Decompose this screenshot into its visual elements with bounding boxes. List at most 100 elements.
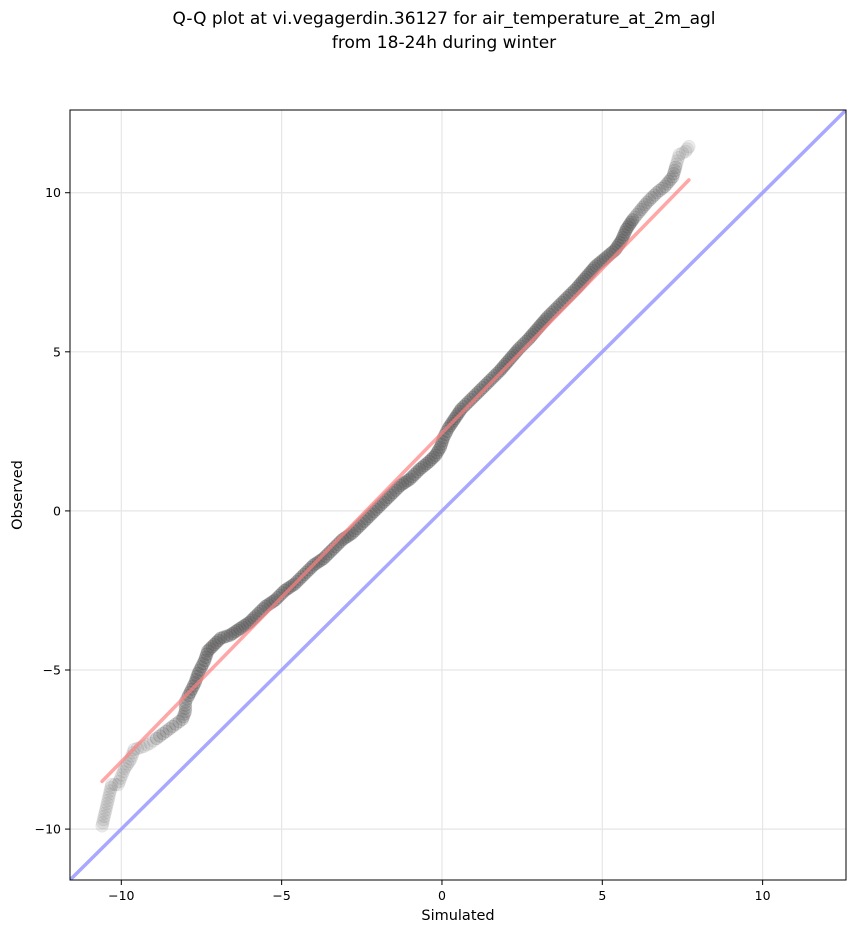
qq-point: [630, 207, 644, 222]
qq-point: [175, 712, 189, 727]
qq-point: [177, 707, 192, 721]
qq-point: [668, 160, 683, 174]
qq-point: [115, 768, 129, 782]
qq-point: [199, 650, 213, 664]
qq-point: [162, 722, 177, 736]
qq-point: [96, 816, 110, 830]
qq-point: [130, 741, 145, 756]
qq-point: [415, 460, 429, 475]
qq-point: [667, 166, 681, 181]
qq-point: [371, 500, 386, 514]
qq-point: [617, 228, 631, 242]
qq-point: [645, 190, 659, 205]
qq-point: [671, 151, 686, 165]
qq-point: [156, 726, 170, 741]
qq-point: [675, 146, 690, 160]
qq-point: [468, 388, 483, 402]
qq-point: [126, 746, 140, 760]
qq-point: [498, 357, 513, 371]
qq-point: [201, 644, 215, 658]
qq-point: [209, 635, 224, 650]
qq-point: [211, 633, 226, 648]
y-axis-label: Observed: [10, 460, 26, 530]
qq-point: [143, 736, 157, 750]
qq-point: [640, 195, 654, 209]
qq-point: [680, 142, 694, 156]
y-tick-label: 5: [53, 344, 61, 359]
qq-point: [273, 588, 287, 602]
qq-point: [618, 225, 632, 239]
axis-ticks: −10 −5 0 5 10 −10 −5 0 5 10: [35, 185, 771, 903]
qq-point: [99, 800, 114, 814]
qq-point: [235, 620, 250, 634]
x-tick-label: −5: [272, 888, 290, 903]
qq-point: [314, 553, 328, 567]
qq-point: [433, 440, 448, 454]
qq-point: [230, 623, 245, 637]
qq-point: [102, 790, 116, 804]
qq-point: [398, 475, 412, 489]
qq-point: [153, 729, 167, 743]
qq-point: [111, 777, 125, 792]
qq-point: [197, 653, 212, 668]
qq-point: [108, 777, 122, 792]
qq-point: [379, 493, 393, 507]
qq-point: [638, 197, 652, 212]
qq-point: [492, 364, 507, 378]
qq-point: [193, 663, 207, 677]
qq-point: [191, 666, 205, 680]
qq-point: [636, 200, 650, 214]
qq-point: [682, 139, 696, 154]
qq-point: [178, 701, 193, 715]
qq-point: [432, 443, 446, 457]
fit-line: [100, 178, 691, 784]
qq-point: [619, 222, 634, 237]
y-tick-label: 0: [53, 503, 61, 518]
qq-point: [660, 177, 674, 191]
qq-point: [203, 642, 217, 656]
qq-point: [483, 373, 497, 388]
qq-point: [622, 217, 637, 232]
qq-point: [220, 629, 234, 643]
qq-point: [490, 366, 504, 380]
qq-point: [426, 450, 441, 465]
qq-point: [98, 806, 112, 820]
chart-subtitle: from 18-24h during winter: [332, 33, 556, 53]
qq-point: [226, 626, 240, 641]
x-tick-label: 0: [438, 888, 446, 903]
qq-point: [381, 490, 395, 505]
qq-point: [405, 470, 420, 484]
qq-point: [188, 676, 202, 690]
qq-point: [169, 717, 183, 731]
qq-point: [99, 803, 113, 817]
qq-point: [228, 625, 242, 639]
qq-point: [140, 738, 154, 752]
qq-point: [496, 359, 511, 374]
qq-point: [626, 213, 640, 227]
qq-point: [480, 376, 495, 390]
qq-point: [117, 761, 132, 776]
qq-point: [149, 731, 164, 746]
qq-point: [669, 157, 684, 171]
qq-point: [678, 144, 693, 159]
qq-point: [666, 170, 680, 184]
x-tick-label: 10: [755, 888, 771, 903]
qq-point: [207, 637, 221, 652]
qq-point: [194, 660, 209, 674]
qq-point: [412, 462, 427, 477]
qq-point: [146, 734, 161, 748]
y-tick-label: 10: [45, 185, 61, 200]
qq-point: [280, 582, 294, 596]
qq-point: [391, 481, 405, 495]
qq-point: [430, 445, 444, 460]
qq-point: [642, 193, 657, 207]
qq-point: [632, 205, 646, 219]
qq-point: [664, 172, 678, 186]
qq-point: [420, 456, 434, 471]
qq-point: [634, 202, 648, 217]
grid: [70, 110, 846, 880]
chart-title: Q-Q plot at vi.vegagerdin.36127 for air_…: [172, 9, 715, 29]
qq-point: [667, 163, 682, 178]
qq-point: [589, 259, 603, 273]
